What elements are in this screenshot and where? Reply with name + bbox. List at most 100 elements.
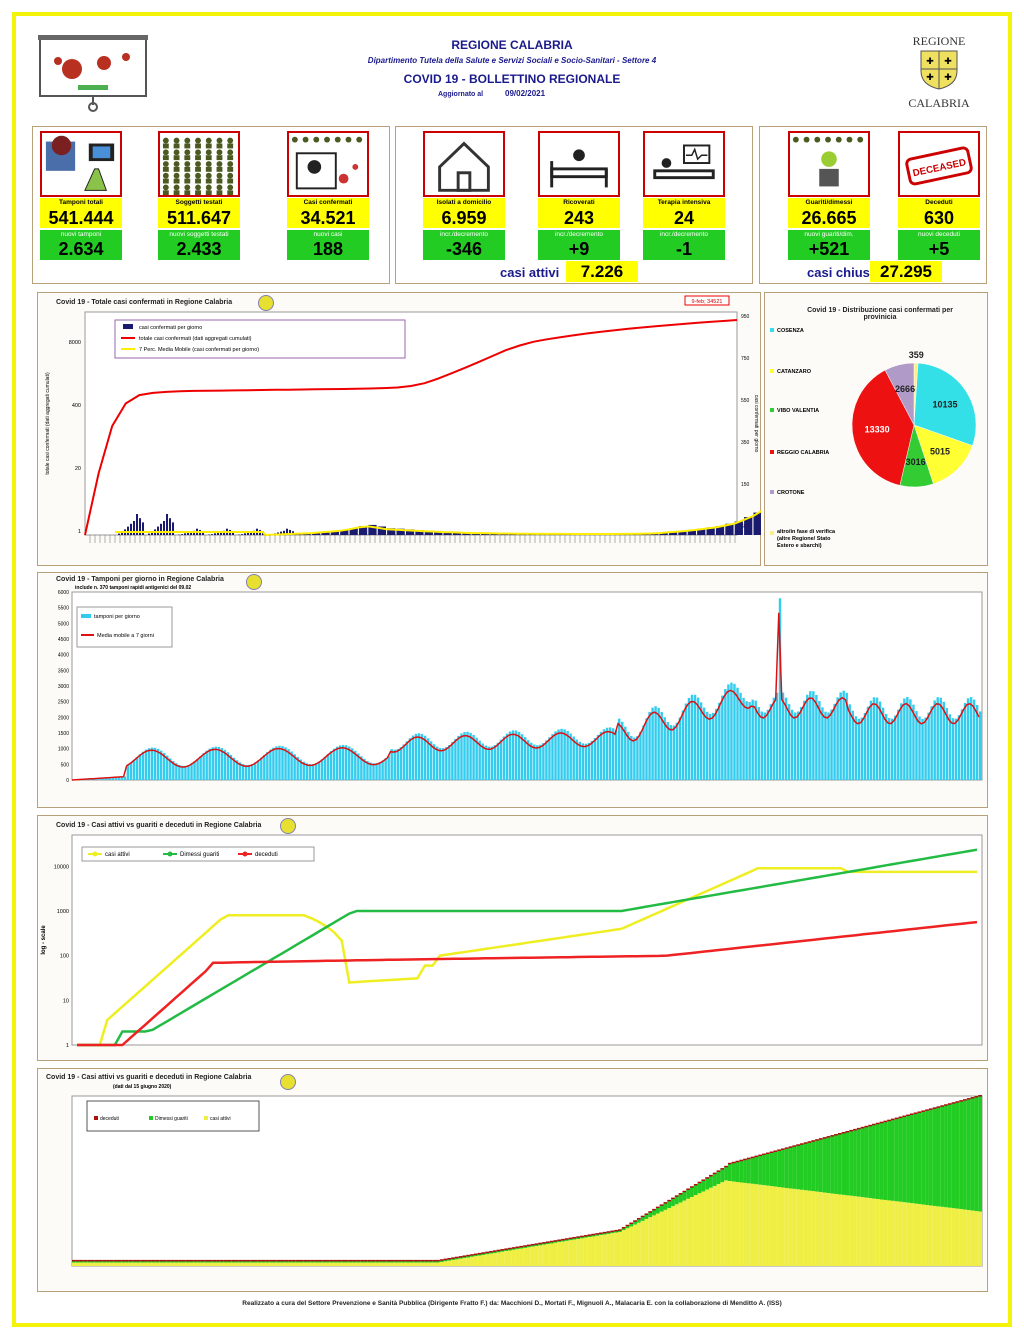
daily-tests-bar (502, 736, 506, 780)
daily-tests-bar (326, 753, 330, 780)
daily-tests-bar (866, 706, 870, 780)
terapia-value: 24 (643, 208, 725, 228)
active-bar (781, 1187, 785, 1266)
deceased-bar (409, 1259, 414, 1262)
recovered-bar (170, 1260, 175, 1263)
deceased-bar (280, 1259, 285, 1262)
recovered-bar (891, 1119, 895, 1201)
daily-tests-bar (918, 716, 921, 780)
recovered-bar (174, 1260, 179, 1263)
active-bar (932, 1205, 937, 1266)
y-tick: 10 (63, 998, 69, 1004)
daily-tests-bar (566, 731, 569, 780)
deceased-bar (451, 1257, 455, 1259)
y-tick-left: 1 (78, 529, 81, 535)
daily-tests-bar (141, 751, 145, 780)
recovered-bar (508, 1248, 512, 1251)
active-bar (269, 1262, 273, 1266)
isolati-label: Isolati a domicilio (423, 198, 505, 208)
active-bar (178, 1262, 182, 1266)
recovered-bar (98, 1260, 103, 1263)
active-bar (428, 1262, 433, 1266)
active-bar (128, 1262, 133, 1266)
legend-label: COSENZA (777, 328, 804, 334)
recovered-bar (470, 1255, 474, 1257)
legend-label: deceduti (100, 1116, 119, 1122)
daily-case-bar (166, 514, 168, 535)
daily-tests-bar (636, 736, 639, 780)
daily-tests-bar (536, 745, 539, 780)
deceased-bar (170, 1259, 175, 1262)
deceased-bar (913, 1112, 918, 1114)
deceased-bar (470, 1254, 474, 1256)
deceased-bar (276, 1259, 281, 1262)
recovered-bar (659, 1205, 664, 1212)
active-bar (727, 1181, 732, 1266)
active-bar (784, 1187, 789, 1266)
deceased-bar (523, 1245, 527, 1247)
soggetti-label: Soggetti testati (158, 198, 240, 208)
daily-tests-bar (815, 694, 818, 780)
recovered-bar (504, 1249, 509, 1252)
daily-tests-bar (809, 691, 812, 780)
daily-tests-bar (511, 730, 515, 780)
recovered-bar (200, 1260, 205, 1263)
daily-tests-bar (972, 699, 976, 780)
deceased-bar (193, 1259, 198, 1262)
deceased-bar (906, 1114, 910, 1117)
daily-case-bar (697, 528, 706, 535)
lab-icon (40, 131, 122, 197)
daily-tests-bar (217, 746, 221, 780)
daily-tests-bar (123, 776, 126, 780)
deceased-bar (758, 1154, 763, 1157)
recovered-bar (515, 1247, 520, 1250)
daily-case-bar (311, 532, 321, 535)
daily-tests-bar (702, 707, 706, 780)
recovered-bar (527, 1245, 531, 1248)
active-bar (424, 1262, 429, 1266)
daily-tests-bar (554, 731, 557, 780)
active-bar (731, 1181, 736, 1266)
active-bar (276, 1262, 281, 1266)
deceased-bar (705, 1177, 709, 1179)
legend-swatch (770, 490, 774, 494)
bulletin-title: COVID 19 - BOLLETTINO REGIONALE (403, 72, 621, 86)
active-bar (489, 1253, 493, 1266)
daily-case-bar (387, 528, 396, 535)
recovered-bar (462, 1256, 467, 1259)
recovered-bar (219, 1260, 224, 1263)
active-bar (951, 1208, 956, 1266)
daily-tests-bar (348, 746, 351, 780)
recovered-bar (686, 1189, 691, 1199)
daily-tests-bar (135, 757, 139, 780)
deceased-bar (777, 1149, 782, 1151)
department-name: Dipartimento Tutela della Salute e Servi… (367, 56, 657, 65)
deceased-bar (879, 1121, 884, 1124)
daily-tests-bar (114, 777, 117, 780)
y-tick-left: 400 (72, 403, 81, 409)
deceased-bar (189, 1259, 194, 1262)
daily-case-bar (434, 530, 443, 535)
daily-tests-bar (293, 754, 296, 780)
active-bar (803, 1190, 808, 1266)
legend-label: altro/in fase di verifica (altre Regione… (777, 529, 836, 549)
active-bar (648, 1217, 653, 1266)
active-bar (337, 1262, 342, 1266)
active-bar (458, 1258, 463, 1266)
active-bar (568, 1240, 573, 1266)
pie-title: Covid 19 - Distribuzione casi confermati… (807, 307, 953, 321)
deceased-bar (147, 1259, 152, 1262)
guariti-sub-label: nuovi guariti/dim. (788, 230, 870, 239)
daily-tests-bar (590, 740, 594, 780)
daily-tests-bar (266, 752, 269, 780)
recovered-bar (769, 1152, 774, 1187)
active-bar (743, 1182, 747, 1266)
active-bar (769, 1186, 774, 1266)
deceased-bar (462, 1255, 467, 1257)
deceased-bar (420, 1259, 425, 1262)
daily-tests-bar (387, 755, 390, 780)
recovered-bar (432, 1260, 436, 1263)
active-bar (837, 1194, 842, 1266)
deceased-bar (853, 1128, 857, 1131)
recovered-bar (318, 1260, 323, 1263)
